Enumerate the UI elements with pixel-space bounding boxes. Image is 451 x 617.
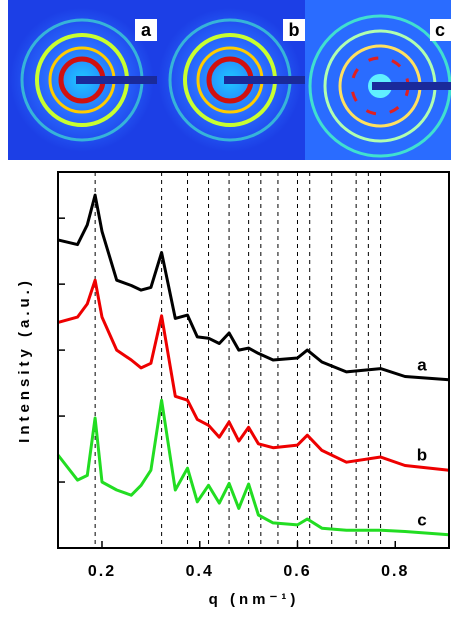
plot-frame (57, 171, 450, 549)
panel-label: b (289, 20, 300, 40)
beamstop (224, 76, 305, 84)
x-tick-label: 0.6 (283, 563, 311, 580)
data-line (57, 278, 450, 472)
legend-label: c (417, 510, 426, 529)
legend-label: a (417, 355, 427, 374)
data-line (56, 398, 450, 537)
beamstop (372, 82, 451, 90)
label-box (430, 19, 451, 41)
x-tick-label: 0.8 (381, 563, 409, 580)
legend-label: b (417, 446, 427, 465)
panel-label: a (141, 20, 152, 40)
panel-label: c (435, 20, 445, 40)
beamstop (76, 76, 157, 84)
x-tick-label: 0.4 (186, 563, 214, 580)
x-tick-label: 0.2 (88, 563, 116, 580)
data-line (57, 193, 450, 382)
x-axis-label: q (nm⁻¹) (209, 591, 300, 608)
saxs-panels: a b c (8, 0, 451, 160)
y-axis-label: Intensity (a.u.) (16, 277, 33, 443)
label-box (283, 19, 305, 41)
label-box (135, 19, 157, 41)
